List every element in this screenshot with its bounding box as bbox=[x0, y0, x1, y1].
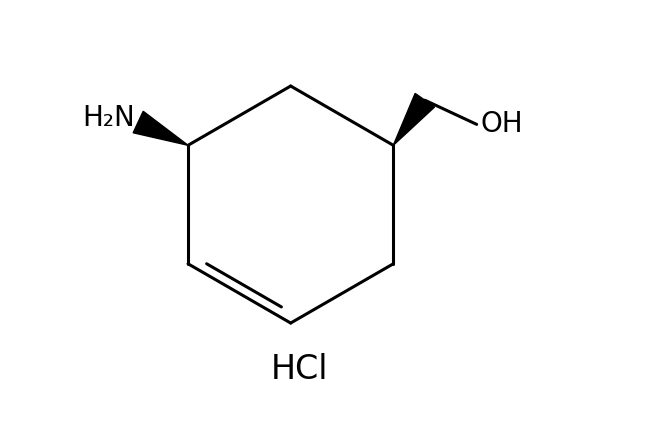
Polygon shape bbox=[133, 111, 188, 145]
Text: OH: OH bbox=[480, 110, 523, 138]
Text: HCl: HCl bbox=[270, 353, 328, 386]
Polygon shape bbox=[394, 93, 435, 145]
Text: H₂N: H₂N bbox=[82, 104, 135, 132]
